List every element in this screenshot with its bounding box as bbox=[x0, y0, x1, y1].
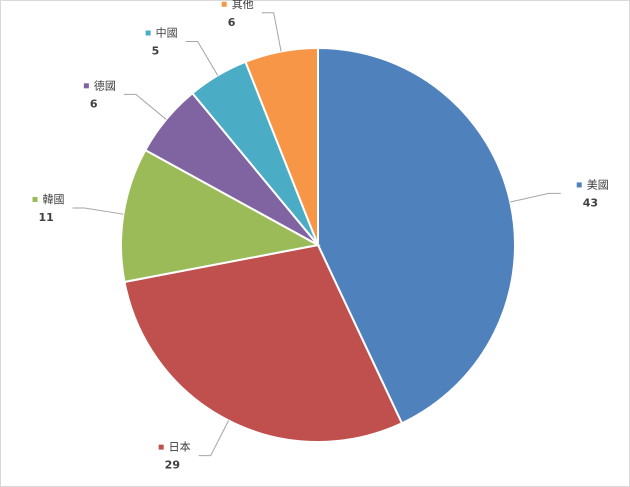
leader-line bbox=[123, 93, 167, 120]
data-label-name: 德國 bbox=[94, 78, 116, 92]
legend-marker bbox=[158, 444, 164, 450]
pie-slice bbox=[123, 243, 404, 443]
legend-marker bbox=[576, 182, 582, 188]
data-label-name: 美國 bbox=[587, 178, 609, 191]
leader-line bbox=[185, 41, 219, 76]
pie-slice bbox=[244, 46, 319, 246]
leader-line bbox=[72, 207, 124, 215]
data-label-value: 6 bbox=[228, 16, 236, 29]
data-label-value: 43 bbox=[583, 196, 598, 209]
legend-marker bbox=[83, 83, 89, 89]
data-label-name: 其他 bbox=[232, 0, 254, 11]
data-label-value: 29 bbox=[165, 459, 180, 472]
leader-line bbox=[198, 420, 230, 457]
data-label-value: 6 bbox=[90, 97, 98, 110]
leader-line bbox=[510, 192, 561, 203]
data-label-name: 日本 bbox=[169, 440, 191, 454]
data-label-value: 5 bbox=[152, 45, 160, 58]
data-label-value: 11 bbox=[39, 211, 54, 224]
leader-line bbox=[261, 12, 282, 52]
data-label-name: 韓國 bbox=[43, 193, 65, 206]
data-label-name: 中國 bbox=[156, 27, 178, 40]
pie-slice bbox=[120, 148, 321, 284]
legend-marker bbox=[221, 1, 227, 7]
legend-marker bbox=[32, 197, 38, 203]
legend-marker bbox=[145, 30, 151, 36]
